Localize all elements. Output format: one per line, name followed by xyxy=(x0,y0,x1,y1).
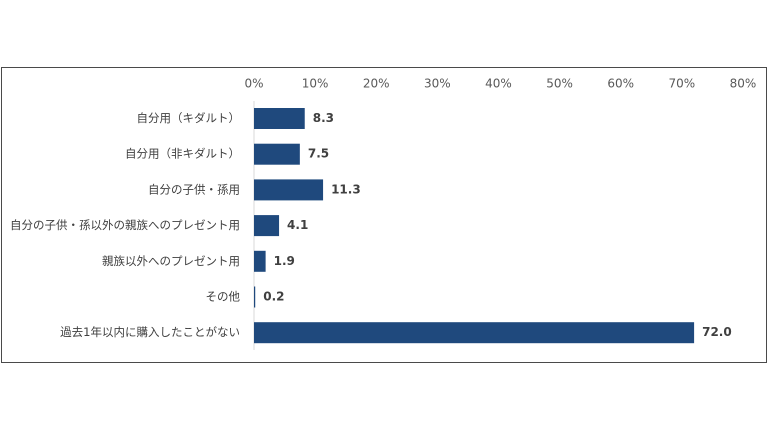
x-tick-labels: 0% 10% 20% 30% 40% 50% 60% 70% 80% xyxy=(244,77,756,91)
x-tick-label: 40% xyxy=(485,77,512,91)
value-labels: 8.3 7.5 11.3 4.1 1.9 0.2 72.0 xyxy=(263,111,731,339)
category-label: 自分用（非キダルト） xyxy=(125,147,240,161)
data-label: 1.9 xyxy=(274,254,295,268)
data-label: 4.1 xyxy=(287,218,308,232)
category-labels: 自分用（キダルト） 自分用（非キダルト） 自分の子供・孫用自分の子供・孫以外の親族へ… xyxy=(10,111,240,339)
x-tick-label: 30% xyxy=(424,77,451,91)
x-tick-label: 20% xyxy=(363,77,390,91)
bar xyxy=(254,322,695,344)
bar xyxy=(254,108,305,129)
bars xyxy=(254,108,695,344)
x-tick-label: 70% xyxy=(669,77,696,91)
category-label: 自分の子供・孫以外の親族へのプレゼント用 xyxy=(10,218,240,232)
chart-frame xyxy=(1,67,767,363)
data-label: 72.0 xyxy=(702,325,732,339)
bar xyxy=(254,250,266,272)
x-tick-label: 80% xyxy=(730,77,757,91)
data-label: 7.5 xyxy=(308,147,329,161)
bar xyxy=(254,179,324,201)
category-label: その他 xyxy=(206,290,241,304)
data-label: 11.3 xyxy=(331,182,361,196)
data-label: 8.3 xyxy=(313,111,334,125)
bar xyxy=(254,215,280,237)
category-label: 自分用（キダルト） xyxy=(137,111,241,125)
bar xyxy=(254,143,300,165)
bar xyxy=(254,286,256,308)
x-tick-label: 0% xyxy=(244,77,263,91)
category-label: 過去1年以内に購入したことがない xyxy=(60,325,240,339)
x-tick-label: 50% xyxy=(546,77,573,91)
x-tick-label: 60% xyxy=(607,77,634,91)
data-label: 0.2 xyxy=(263,290,284,304)
x-tick-label: 10% xyxy=(302,77,329,91)
category-label: 親族以外へのプレゼント用 xyxy=(102,254,240,268)
category-label: 自分の子供・孫用 xyxy=(148,182,240,196)
